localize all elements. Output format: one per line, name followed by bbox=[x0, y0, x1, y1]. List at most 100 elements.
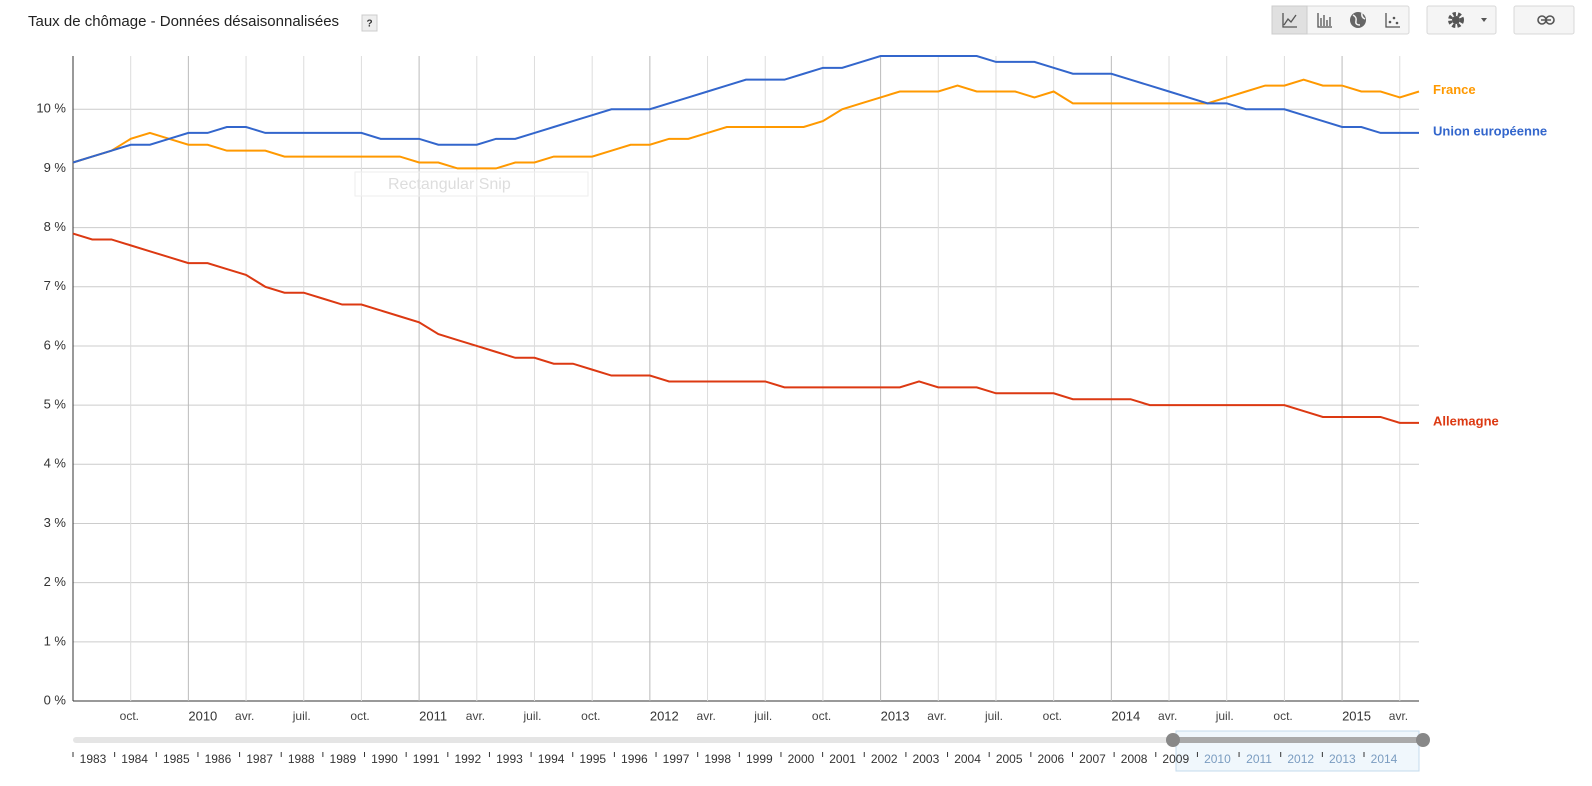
grid: 0 % 1 % 2 % 3 % 4 % 5 % 6 % 7 % 8 % 9 % 10 % oct. 20… bbox=[36, 56, 1419, 723]
timeline-year: 1999 bbox=[746, 752, 773, 766]
map-icon-land bbox=[1352, 12, 1366, 26]
series-line bbox=[72, 78, 1420, 170]
y-tick-label: 8 % bbox=[44, 219, 67, 234]
timeline-year: 1991 bbox=[413, 752, 440, 766]
snip-overlay bbox=[354, 171, 589, 197]
line-chart-button[interactable] bbox=[1271, 5, 1308, 35]
timeline-year: 2014 bbox=[1371, 752, 1398, 766]
y-tick-label: 5 % bbox=[44, 397, 67, 412]
y-tick-label: 3 % bbox=[44, 515, 67, 530]
timeline-year: 2013 bbox=[1329, 752, 1356, 766]
timeline-year: 1996 bbox=[621, 752, 648, 766]
y-tick-label: 10 % bbox=[36, 101, 66, 116]
chart-title: Taux de chômage - Données désaisonnalisé… bbox=[28, 13, 339, 30]
timeline-year: 1985 bbox=[163, 752, 190, 766]
gear-hub bbox=[1452, 16, 1460, 24]
timeline-year: 2011 bbox=[1246, 752, 1272, 766]
timeline-year: 1989 bbox=[330, 752, 357, 766]
timeline-year: 1994 bbox=[538, 752, 565, 766]
timeline-year: 2002 bbox=[871, 752, 898, 766]
timeline-year: 1998 bbox=[704, 752, 731, 766]
timeline-year: 1995 bbox=[579, 752, 606, 766]
y-tick-label: 9 % bbox=[44, 160, 67, 175]
timeline-year: 1984 bbox=[121, 752, 148, 766]
timeline-year: 2010 bbox=[1204, 752, 1231, 766]
scatter-icon[interactable] bbox=[1385, 13, 1400, 28]
x-tick-label: avr. bbox=[697, 709, 716, 723]
x-tick-label: 2015 bbox=[1342, 708, 1371, 723]
timeline-year: 1987 bbox=[246, 752, 273, 766]
timeline-year: 2007 bbox=[1079, 752, 1106, 766]
x-tick-label: 2012 bbox=[650, 708, 679, 723]
bar-icon[interactable] bbox=[1317, 13, 1332, 28]
link-icon bbox=[1545, 15, 1555, 25]
y-tick-label: 0 % bbox=[44, 692, 67, 707]
timeline-year: 1988 bbox=[288, 752, 315, 766]
x-tick-label: avr. bbox=[927, 709, 946, 723]
timeline-year: 1990 bbox=[371, 752, 398, 766]
timeline-year: 2005 bbox=[996, 752, 1023, 766]
x-tick-label: 2014 bbox=[1111, 708, 1140, 723]
series-line bbox=[72, 55, 1419, 164]
x-tick-label: oct. bbox=[812, 709, 831, 723]
x-tick-label: 2013 bbox=[881, 708, 910, 723]
scatter-dot bbox=[1388, 20, 1392, 24]
scatter-dot bbox=[1395, 21, 1399, 25]
timeline-track bbox=[73, 737, 1423, 743]
y-tick-label: 2 % bbox=[44, 574, 67, 589]
help-text[interactable]: ? bbox=[366, 19, 372, 30]
timeline-year: 2012 bbox=[1287, 752, 1314, 766]
map-icon[interactable] bbox=[1350, 12, 1366, 28]
y-tick-label: 1 % bbox=[44, 633, 67, 648]
x-tick-label: juil. bbox=[984, 709, 1003, 723]
line-icon bbox=[1282, 13, 1297, 28]
x-tick-label: oct. bbox=[350, 709, 369, 723]
x-tick-label: juil. bbox=[292, 709, 311, 723]
timeline-year: 2001 bbox=[829, 752, 856, 766]
timeline-year: 2003 bbox=[913, 752, 940, 766]
x-tick-label: 2011 bbox=[419, 708, 447, 723]
timeline-handle[interactable] bbox=[1166, 733, 1180, 747]
y-tick-label: 7 % bbox=[44, 278, 67, 293]
help-button[interactable] bbox=[361, 14, 378, 32]
x-tick-label: juil. bbox=[522, 709, 541, 723]
timeline-year: 2009 bbox=[1162, 752, 1189, 766]
legend-label: Allemagne bbox=[1433, 413, 1499, 428]
timeline-handle[interactable] bbox=[1416, 733, 1430, 747]
timeline-year: 1997 bbox=[663, 752, 690, 766]
x-tick-label: oct. bbox=[1043, 709, 1062, 723]
timeline-selected-track bbox=[1173, 737, 1423, 743]
series-line bbox=[72, 232, 1419, 424]
x-tick-label: juil. bbox=[753, 709, 772, 723]
timeline-year: 1993 bbox=[496, 752, 523, 766]
x-tick-label: 2010 bbox=[188, 708, 217, 723]
y-tick-label: 4 % bbox=[44, 456, 67, 471]
timeline-year: 1983 bbox=[80, 752, 107, 766]
timeline-year: 1992 bbox=[454, 752, 481, 766]
x-tick-label: avr. bbox=[1389, 709, 1408, 723]
x-tick-label: avr. bbox=[1158, 709, 1177, 723]
x-tick-label: avr. bbox=[235, 709, 254, 723]
y-tick-label: 6 % bbox=[44, 337, 67, 352]
x-tick-label: avr. bbox=[466, 709, 485, 723]
timeline-year: 1986 bbox=[205, 752, 232, 766]
x-tick-label: juil. bbox=[1215, 709, 1234, 723]
x-tick-label: oct. bbox=[120, 709, 139, 723]
legend-label: France bbox=[1433, 82, 1476, 97]
lines: France Union européenne Allemagne bbox=[72, 55, 1547, 428]
dropdown-arrow bbox=[1481, 18, 1487, 22]
timeline-year: 2004 bbox=[954, 752, 981, 766]
legend-label: Union européenne bbox=[1433, 123, 1547, 138]
timeline-year: 2000 bbox=[788, 752, 815, 766]
timeline-year: 2008 bbox=[1121, 752, 1148, 766]
scatter-dot bbox=[1392, 16, 1396, 20]
gear-icon bbox=[1448, 12, 1464, 28]
overlay-text: Rectangular Snip bbox=[388, 176, 511, 193]
timeline-year: 2006 bbox=[1037, 752, 1064, 766]
toolbar bbox=[1271, 5, 1575, 35]
x-tick-label: oct. bbox=[581, 709, 600, 723]
x-tick-label: oct. bbox=[1273, 709, 1292, 723]
timeline: 1983 1984 1985 1986 1987 1988 1989 1990 1991 1992… bbox=[72, 752, 1398, 766]
